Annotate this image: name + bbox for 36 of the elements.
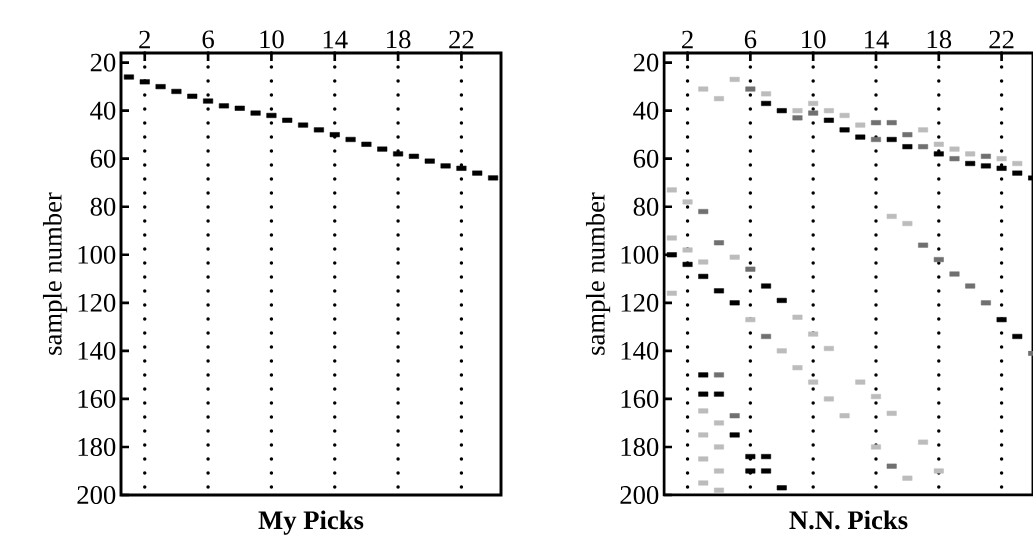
y-axis-title: sample number — [585, 192, 611, 355]
y-tick-label: 60 — [90, 149, 116, 168]
x-tick-label: 14 — [323, 30, 348, 49]
x-axis-title: My Picks — [258, 510, 364, 535]
x-tick-label: 18 — [927, 30, 952, 49]
y-tick-label: 20 — [633, 53, 659, 72]
y-tick-label: 180 — [621, 437, 659, 456]
y-tick-label: 80 — [633, 197, 659, 216]
y-tick-label: 120 — [78, 293, 116, 312]
x-tick-label: 6 — [744, 30, 757, 49]
x-tick-label: 10 — [260, 30, 284, 49]
y-tick-label: 40 — [633, 101, 659, 120]
y-tick-label: 140 — [78, 341, 116, 360]
y-tick-label: 60 — [633, 149, 659, 168]
x-tick-label: 14 — [864, 30, 889, 49]
y-tick-label: 180 — [78, 437, 116, 456]
y-tick-label: 160 — [621, 389, 659, 408]
y-tick-label: 80 — [90, 197, 116, 216]
x-tick-label: 22 — [989, 30, 1014, 49]
y-tick-label: 200 — [77, 486, 116, 504]
y-axis-title: sample number — [42, 192, 68, 355]
y-tick-label: 100 — [78, 245, 116, 264]
x-tick-label: 18 — [387, 30, 411, 49]
y-tick-label: 140 — [621, 341, 659, 360]
x-axis-title: N.N. Picks — [789, 510, 908, 530]
y-tick-label: 160 — [78, 389, 116, 408]
y-tick-label: 20 — [90, 53, 116, 72]
y-tick-label: 200 — [620, 486, 659, 504]
y-tick-label: 120 — [621, 293, 659, 312]
y-tick-label: 100 — [621, 245, 659, 264]
x-tick-label: 22 — [449, 30, 474, 49]
x-tick-label: 10 — [802, 30, 826, 49]
y-tick-label: 40 — [90, 101, 116, 120]
x-tick-label: 2 — [139, 30, 150, 49]
x-tick-label: 2 — [682, 30, 693, 49]
x-tick-label: 6 — [202, 30, 214, 49]
